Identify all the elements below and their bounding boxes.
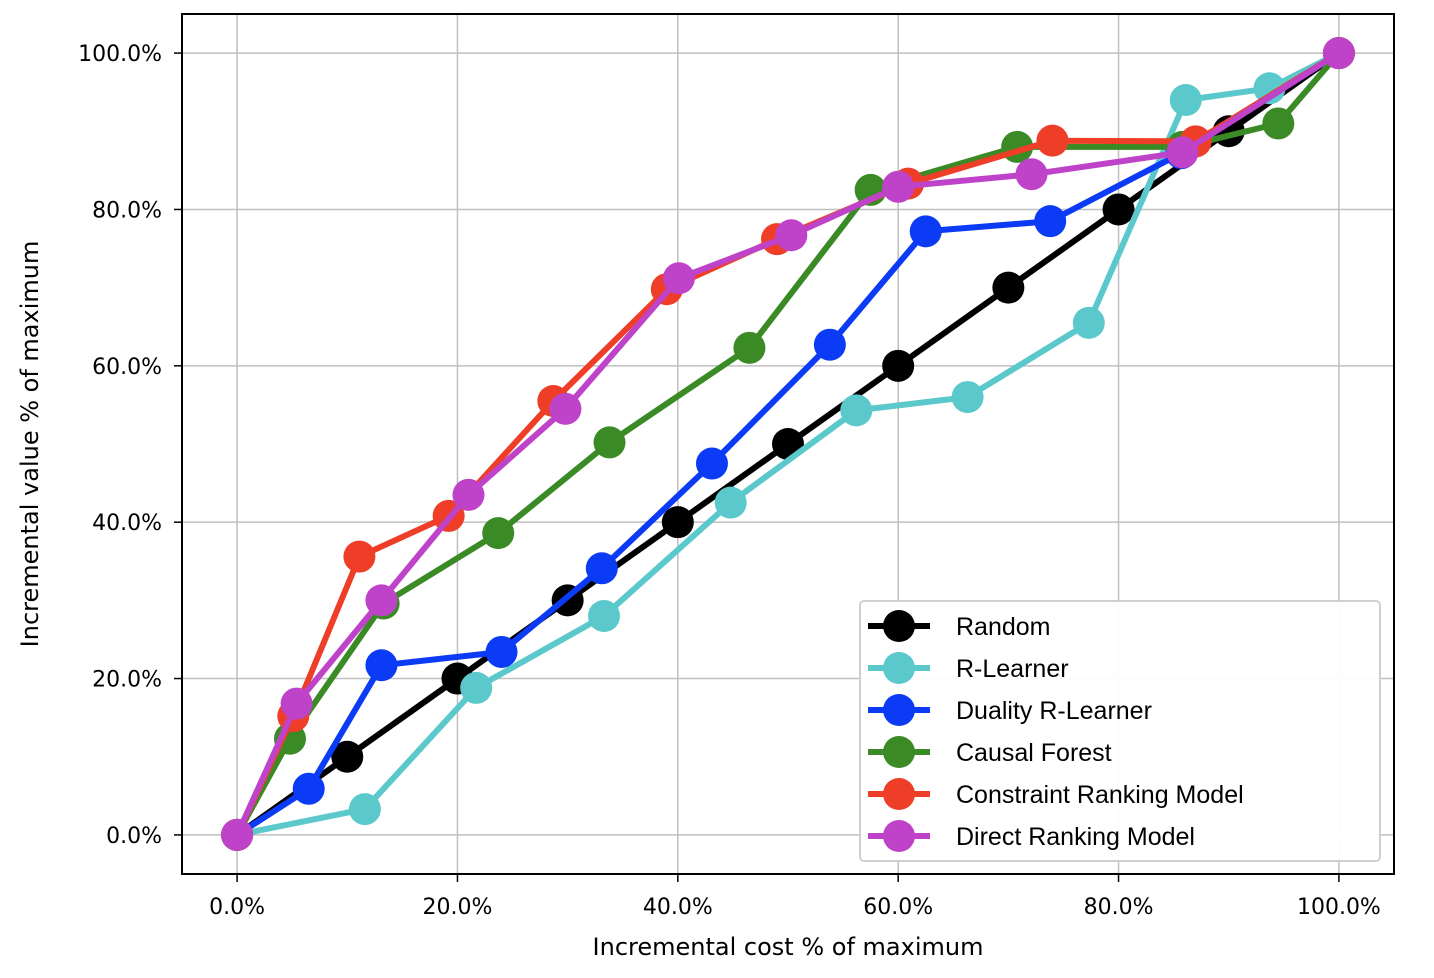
data-point xyxy=(593,426,626,459)
x-tick-label: 40.0% xyxy=(643,895,713,920)
series-direct-ranking-model xyxy=(221,37,1355,851)
data-point xyxy=(1166,136,1199,169)
data-point xyxy=(549,392,582,425)
legend-swatch-marker xyxy=(883,820,915,852)
legend-label: Random xyxy=(956,613,1051,641)
legend-box xyxy=(859,600,1381,862)
data-point xyxy=(331,740,364,773)
legend-label: R-Learner xyxy=(956,655,1069,683)
legend-label: Causal Forest xyxy=(956,739,1112,767)
data-point xyxy=(775,219,808,252)
plot-frame xyxy=(181,13,1395,875)
legend-label: Duality R-Learner xyxy=(956,697,1152,725)
legend-swatch-marker xyxy=(883,778,915,810)
x-tick-label: 80.0% xyxy=(1084,895,1154,920)
data-point xyxy=(662,262,695,295)
data-point xyxy=(280,687,313,720)
x-tick-label: 0.0% xyxy=(209,895,265,920)
y-tick-label: 20.0% xyxy=(92,668,162,693)
x-tick-label: 100.0% xyxy=(1297,895,1381,920)
data-point xyxy=(1262,107,1295,140)
y-tick-label: 0.0% xyxy=(106,824,162,849)
y-axis-label: Incremental value % of maximum xyxy=(16,241,44,648)
data-point xyxy=(733,331,766,364)
data-point xyxy=(1015,158,1048,191)
data-point xyxy=(695,447,728,480)
axis-ticks: 0.0% 20.0% 40.0% 60.0% 80.0% 100.0% 0.0% 20.0% 4… xyxy=(78,42,1381,920)
data-point xyxy=(1034,205,1067,238)
legend-swatch-marker xyxy=(883,610,915,642)
legend-label: Constraint Ranking Model xyxy=(956,781,1244,809)
data-point xyxy=(1322,37,1355,70)
data-point xyxy=(365,649,398,682)
data-point xyxy=(714,486,747,519)
data-point xyxy=(661,506,694,539)
data-point xyxy=(1102,193,1135,226)
legend-swatch-marker xyxy=(883,694,915,726)
data-point xyxy=(1169,84,1202,116)
y-tick-label: 100.0% xyxy=(78,42,162,67)
series-r-learner xyxy=(221,37,1355,851)
x-axis-label: Incremental cost % of maximum xyxy=(593,933,984,961)
x-tick-label: 60.0% xyxy=(863,895,933,920)
legend: Random R-Learner Duality R-Learner Causal F… xyxy=(859,600,1381,862)
data-point xyxy=(1253,72,1286,105)
data-point xyxy=(452,478,485,511)
data-point xyxy=(482,517,515,550)
x-tick-label: 20.0% xyxy=(423,895,493,920)
y-tick-label: 40.0% xyxy=(92,511,162,536)
legend-swatch-marker xyxy=(883,652,915,684)
data-point xyxy=(587,600,620,632)
grid xyxy=(182,14,1394,874)
legend-swatch-marker xyxy=(883,736,915,768)
series-group xyxy=(221,37,1355,851)
data-point xyxy=(882,349,915,382)
data-point xyxy=(840,394,873,427)
legend-label: Direct Ranking Model xyxy=(956,823,1195,851)
data-point xyxy=(992,271,1025,304)
data-point xyxy=(813,328,846,361)
data-point xyxy=(909,215,942,248)
data-point xyxy=(1036,124,1069,157)
data-point xyxy=(951,381,984,414)
y-tick-label: 80.0% xyxy=(92,198,162,223)
data-point xyxy=(221,818,254,851)
data-point xyxy=(585,552,618,585)
y-tick-label: 60.0% xyxy=(92,355,162,380)
data-point xyxy=(1072,306,1105,339)
data-point xyxy=(348,793,381,826)
data-point xyxy=(882,170,915,203)
data-point xyxy=(460,671,493,704)
data-point xyxy=(485,635,518,668)
data-point xyxy=(343,540,376,573)
data-point xyxy=(292,772,325,805)
data-point xyxy=(365,584,398,617)
